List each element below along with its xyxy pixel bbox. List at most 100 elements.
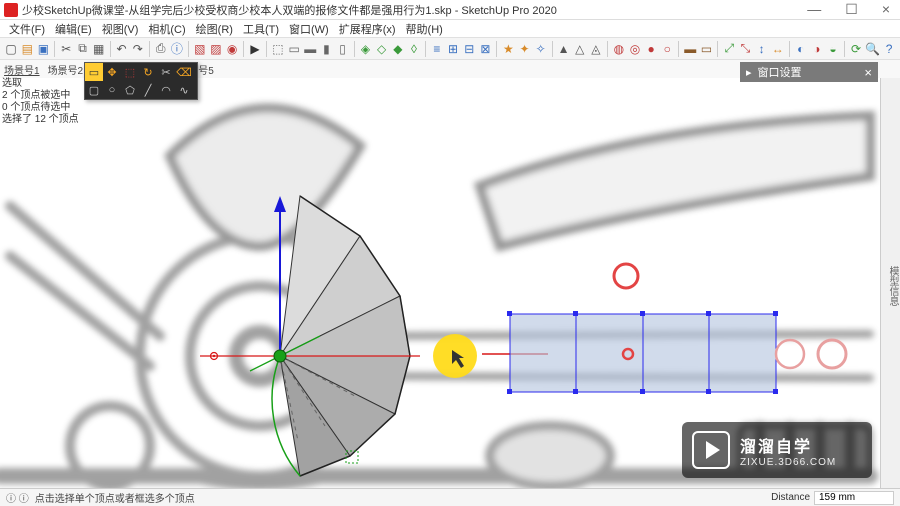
line-tool[interactable]: ╱ <box>139 81 157 99</box>
ext1-button[interactable]: ★ <box>501 40 515 58</box>
shadow-button[interactable]: ▧ <box>193 40 207 58</box>
menu-item[interactable]: 文件(F) <box>4 21 50 37</box>
toolbar-separator <box>607 41 608 57</box>
circ1-button[interactable]: ◐ <box>794 40 808 58</box>
print-button[interactable]: ⎙ <box>154 40 168 58</box>
knife-tool[interactable]: ✂ <box>157 63 175 81</box>
move-tool[interactable]: ✥ <box>103 63 121 81</box>
scene-tab[interactable]: 场景号1 <box>4 62 40 77</box>
sandbox3-button[interactable]: ◬ <box>589 40 603 58</box>
minimize-button[interactable]: — <box>801 1 827 18</box>
ax4-button[interactable]: ↔ <box>771 40 785 58</box>
play-icon <box>692 431 730 469</box>
style2-button[interactable]: ▭ <box>287 40 301 58</box>
maximize-button[interactable]: ☐ <box>839 1 864 18</box>
layer4-button[interactable]: ⊠ <box>478 40 492 58</box>
ax1-button[interactable]: ⤢ <box>722 40 736 58</box>
paste-button[interactable]: ▦ <box>92 40 106 58</box>
ax2-button[interactable]: ⤡ <box>738 40 752 58</box>
style4-button[interactable]: ▮ <box>319 40 333 58</box>
copy-button[interactable]: ⧉ <box>75 40 89 58</box>
quadface-toolbar[interactable]: ▭✥⬚↻✂⌫ ▢○⬠╱◠∿ <box>84 62 198 100</box>
rect-tool[interactable]: ▢ <box>85 81 103 99</box>
open-button[interactable]: ▤ <box>20 40 34 58</box>
solid1-button[interactable]: ◍ <box>612 40 626 58</box>
title-bar: 少校SketchUp微课堂-从组学完后少校受权商少校本人双端的报修文件都是强用行… <box>0 0 900 20</box>
help-button[interactable]: ? <box>882 40 896 58</box>
toolbar-separator <box>496 41 497 57</box>
menu-item[interactable]: 相机(C) <box>143 21 190 37</box>
ext2-button[interactable]: ✦ <box>517 40 531 58</box>
instructor-panel-header[interactable]: ▸ 窗口设置 × <box>740 62 878 82</box>
menu-item[interactable]: 窗口(W) <box>284 21 334 37</box>
selection-rect <box>507 311 778 394</box>
ext3-button[interactable]: ✧ <box>534 40 548 58</box>
sel-header: 选取 <box>2 78 79 90</box>
measurement-box: Distance <box>771 491 894 505</box>
menu-item[interactable]: 绘图(R) <box>191 21 238 37</box>
right-tray[interactable]: 模型信息 <box>880 78 900 488</box>
ax3-button[interactable]: ↕ <box>755 40 769 58</box>
layer1-button[interactable]: ≡ <box>430 40 444 58</box>
style5-button[interactable]: ▯ <box>336 40 350 58</box>
style3-button[interactable]: ▬ <box>303 40 317 58</box>
circle-tool[interactable]: ○ <box>103 81 121 99</box>
menu-item[interactable]: 视图(V) <box>97 21 144 37</box>
search-button[interactable]: 🔍 <box>865 40 880 58</box>
shadow2-button[interactable]: ▨ <box>209 40 223 58</box>
style1-button[interactable]: ⬚ <box>271 40 285 58</box>
scale-tool[interactable]: ⬚ <box>121 63 139 81</box>
menu-item[interactable]: 工具(T) <box>238 21 284 37</box>
play-button[interactable]: ▶ <box>248 40 262 58</box>
undo-button[interactable]: ↶ <box>115 40 129 58</box>
circ3-button[interactable]: ◒ <box>826 40 840 58</box>
close-button[interactable]: × <box>876 1 896 18</box>
solid3-button[interactable]: ● <box>644 40 658 58</box>
erase-tool[interactable]: ⌫ <box>175 63 193 81</box>
solid2-button[interactable]: ◎ <box>628 40 642 58</box>
menu-item[interactable]: 帮助(H) <box>401 21 448 37</box>
panel-arrow-icon: ▸ <box>746 66 752 79</box>
arc-tool[interactable]: ◠ <box>157 81 175 99</box>
watermark: 溜溜自学 ZIXUE.3D66.COM <box>682 422 872 478</box>
cut-button[interactable]: ✂ <box>59 40 73 58</box>
sandbox2-button[interactable]: △ <box>573 40 587 58</box>
toolbar-separator <box>552 41 553 57</box>
menu-item[interactable]: 扩展程序(x) <box>334 21 401 37</box>
model-info-button[interactable]: ⓘ <box>170 40 184 58</box>
view4-button[interactable]: ◊ <box>407 40 421 58</box>
toolbar-separator <box>54 41 55 57</box>
camera-button[interactable]: ◉ <box>225 40 239 58</box>
status-icon: ⓘ ⓘ <box>6 490 29 505</box>
view1-button[interactable]: ◈ <box>358 40 372 58</box>
poly-tool[interactable]: ⬠ <box>121 81 139 99</box>
geometry-cone <box>280 196 410 476</box>
toolbar-separator <box>354 41 355 57</box>
rotate-tool[interactable]: ↻ <box>139 63 157 81</box>
window-title: 少校SketchUp微课堂-从组学完后少校受权商少校本人双端的报修文件都是强用行… <box>22 2 801 18</box>
measure-input[interactable] <box>814 491 894 505</box>
refresh-button[interactable]: ⟳ <box>849 40 863 58</box>
status-bar: ⓘ ⓘ 点击选择单个顶点或者框选多个顶点 Distance <box>0 488 900 506</box>
new-button[interactable]: ▢ <box>4 40 18 58</box>
select-tool[interactable]: ▭ <box>85 63 103 81</box>
circ2-button[interactable]: ◑ <box>810 40 824 58</box>
sandbox1-button[interactable]: ▲ <box>557 40 571 58</box>
view3-button[interactable]: ◆ <box>391 40 405 58</box>
freehand-tool[interactable]: ∿ <box>175 81 193 99</box>
redo-button[interactable]: ↷ <box>131 40 145 58</box>
view2-button[interactable]: ◇ <box>375 40 389 58</box>
toolbar-separator <box>188 41 189 57</box>
toolbar-separator <box>425 41 426 57</box>
watermark-url: ZIXUE.3D66.COM <box>740 457 836 468</box>
layer2-button[interactable]: ⊞ <box>446 40 460 58</box>
annotation-circle <box>776 340 804 368</box>
scene-tab[interactable]: 场景号2 <box>48 62 84 77</box>
sb1-button[interactable]: ▬ <box>683 40 697 58</box>
menu-item[interactable]: 编辑(E) <box>50 21 97 37</box>
solid4-button[interactable]: ○ <box>660 40 674 58</box>
layer3-button[interactable]: ⊟ <box>462 40 476 58</box>
sb2-button[interactable]: ▭ <box>699 40 713 58</box>
save-button[interactable]: ▣ <box>36 40 50 58</box>
panel-close-icon[interactable]: × <box>864 65 872 80</box>
